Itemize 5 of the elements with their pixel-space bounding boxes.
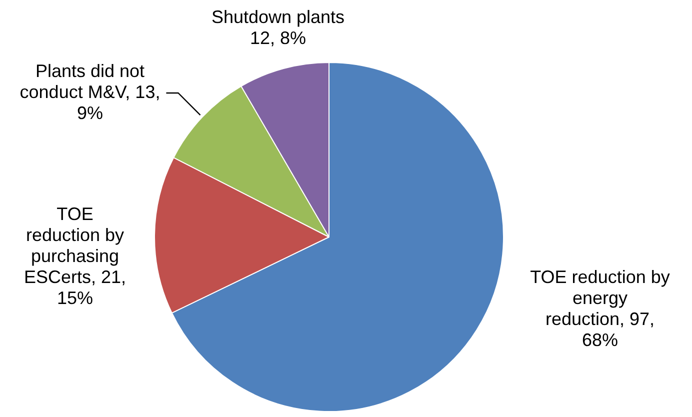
- slice-label: TOE reduction by purchasing ESCerts, 21, 15%: [24, 204, 126, 308]
- slice-label: Shutdown plants: [211, 6, 345, 27]
- slice-label: Plants did not conduct M&V, 13, 9%: [20, 60, 160, 123]
- slice-label: TOE reduction by energy reduction, 97, 68%: [530, 266, 670, 350]
- data-label: 12, 8%: [250, 28, 306, 48]
